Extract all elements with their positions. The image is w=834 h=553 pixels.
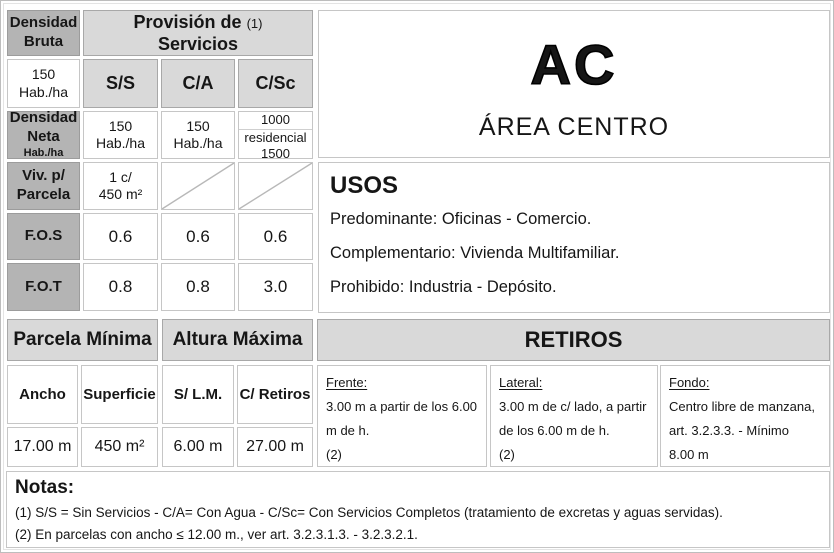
provision-note-ref: (1) [246,15,263,31]
densidad-neta-label: Densidad Neta Hab./ha [7,108,80,160]
fos-label: F.O.S [7,213,80,260]
viv-ss-line2: 450 m² [98,186,143,202]
fos-csc-value: 0.6 [238,213,313,260]
viv-label-line2: Parcela [16,186,71,203]
superficie-value: 450 m² [81,427,158,467]
superficie-column-header: Superficie [81,365,158,424]
bruta-value-number: 150 [31,66,56,82]
neta-ca-unit: Hab./ha [173,135,223,151]
density-bruta-line1: Densidad [9,14,78,32]
column-header-ss: S/S [83,59,158,108]
viv-ss-cell: 1 c/ 450 m² [83,162,158,210]
neta-csc-top-value: 1000 [239,112,312,130]
retiro-frente-note-ref: (2) [326,447,342,462]
neta-label-unit: Hab./ha [23,147,64,160]
neta-label-line2: Neta [27,127,60,145]
bruta-value-unit: Hab./ha [18,83,69,100]
diagonal-strike-icon [162,163,234,209]
density-bruta-line2: Bruta [23,33,64,50]
fot-ss-value: 0.8 [83,263,158,311]
fot-csc-value: 3.0 [238,263,313,311]
notas-box: Notas: (1) S/S = Sin Servicios - C/A= Co… [6,471,830,548]
zone-title-box: AC ÁREA CENTRO [318,10,830,158]
fot-label: F.O.T [7,263,80,311]
retiro-fondo-line3: 8.00 m [669,447,709,462]
uso-complementario: Complementario: Vivienda Multifamiliar. [330,244,620,262]
slm-column-header: S/ L.M. [162,365,234,424]
notas-title: Notas: [15,477,75,498]
cretiros-column-header: C/ Retiros [237,365,313,424]
neta-ss-number: 150 [108,117,133,134]
neta-ca-number: 150 [186,117,210,134]
ancho-value: 17.00 m [7,427,78,467]
viv-parcela-label: Viv. p/ Parcela [7,162,80,210]
fos-ca-value: 0.6 [161,213,235,260]
viv-ss-line1: 1 c/ [109,168,132,185]
uso-predominante: Predominante: Oficinas - Comercio. [330,210,592,228]
column-header-csc: C/Sc [238,59,313,108]
parcela-minima-header: Parcela Mínima [7,319,158,361]
neta-csc-bottom: residencial 1500 [239,130,312,161]
retiro-lateral-label: Lateral: [499,375,543,390]
retiro-fondo-cell: Fondo: Centro libre de manzana, art. 3.2… [660,365,830,467]
retiro-fondo-line1: Centro libre de manzana, [669,399,815,414]
provision-title: Provisión de [133,11,242,32]
retiro-lateral-line2: de los 6.00 m de h. [499,423,610,438]
retiro-frente-cell: Frente: 3.00 m a partir de los 6.00 m de… [317,365,487,467]
cretiros-value: 27.00 m [237,427,313,467]
retiro-lateral-cell: Lateral: 3.00 m de c/ lado, a partir de … [490,365,658,467]
slm-value: 6.00 m [162,427,234,467]
retiro-lateral-line1: 3.00 m de c/ lado, a partir [499,399,647,414]
density-table: Densidad Bruta Provisión de (1) Servicio… [7,10,313,311]
retiro-frente-line1: 3.00 m a partir de los 6.00 [326,399,478,414]
ancho-column-header: Ancho [7,365,78,424]
diagonal-strike-icon [239,163,312,209]
neta-csc-residencial: residencial [244,130,307,145]
retiro-fondo-label: Fondo: [669,375,710,390]
neta-ss-cell: 150 Hab./ha [83,111,158,159]
retiros-header: RETIROS [317,319,830,361]
viv-ca-cell-empty [161,162,235,210]
provision-subtitle: Servicios [157,34,239,54]
usos-title: USOS [330,172,399,199]
usos-box: USOS Predominante: Oficinas - Comercio. … [318,162,830,313]
retiro-lateral-note-ref: (2) [499,447,515,462]
neta-csc-1500: 1500 [261,145,290,161]
viv-label-line1: Viv. p/ [22,167,65,185]
densidad-bruta-value: 150 Hab./ha [7,59,80,108]
retiro-frente-line2: m de h. [326,423,370,438]
fot-ca-value: 0.8 [161,263,235,311]
zone-code: AC [530,32,618,96]
provision-servicios-header: Provisión de (1) Servicios [83,10,313,56]
zone-name: ÁREA CENTRO [478,112,670,141]
fos-ss-value: 0.6 [83,213,158,260]
retiro-fondo-line2: art. 3.2.3.3. - Mínimo [669,423,789,438]
nota-2: (2) En parcelas con ancho ≤ 12.00 m., ve… [15,526,418,542]
neta-csc-cell: 1000 residencial 1500 [238,111,313,161]
nota-1: (1) S/S = Sin Servicios - C/A= Con Agua … [15,505,723,520]
altura-maxima-header: Altura Máxima [162,319,313,361]
uso-prohibido: Prohibido: Industria - Depósito. [330,278,557,296]
neta-ss-unit: Hab./ha [95,135,146,151]
viv-csc-cell-empty [238,162,313,210]
neta-label-line1: Densidad [9,108,78,126]
retiro-frente-label: Frente: [326,375,368,390]
neta-ca-cell: 150 Hab./ha [161,111,235,159]
density-bruta-header: Densidad Bruta [7,10,80,56]
column-header-ca: C/A [161,59,235,108]
